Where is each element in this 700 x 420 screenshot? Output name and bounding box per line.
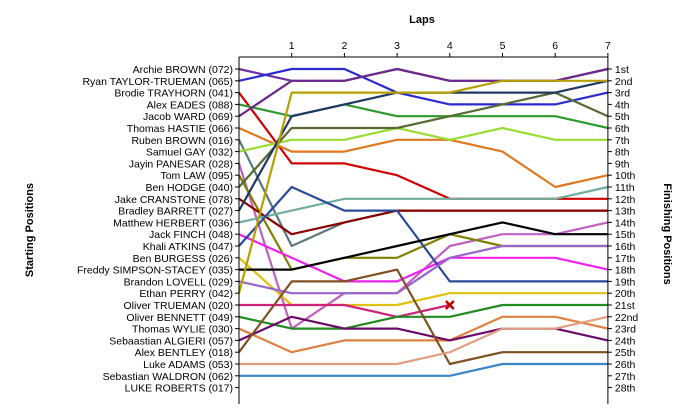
finishing-position-label: 13th [615, 206, 636, 218]
series-line [238, 185, 609, 224]
series-line [238, 91, 609, 188]
starting-position-label: LUKE ROBERTS (017) [125, 383, 233, 395]
finishing-position-label: 11th [615, 182, 635, 194]
finishing-position-label: 28th [615, 383, 636, 395]
finishing-position-label: 3rd [615, 88, 630, 100]
finishing-position-label: 19th [615, 276, 636, 288]
finishing-position-label: 24th [615, 335, 636, 347]
finishing-position-label: 16th [615, 241, 636, 253]
finishing-position-label: 8th [615, 147, 630, 159]
starting-position-label: Oliver TRUEMAN (020) [124, 300, 234, 312]
starting-position-label: Thomas HASTIE (066) [127, 123, 233, 135]
series-line [238, 67, 609, 106]
finishing-position-label: 20th [615, 288, 636, 300]
finishing-position-label: 26th [615, 359, 636, 371]
finishing-position-label: 5th [615, 111, 630, 123]
starting-position-label: Brodie TRAYHORN (041) [114, 88, 233, 100]
starting-position-label: Sebaastian ALGIERI (057) [109, 335, 233, 347]
finishing-position-label: 10th [615, 170, 636, 182]
starting-position-label: Archie BROWN (072) [133, 64, 233, 76]
starting-position-label: Sebastian WALDRON (062) [103, 371, 233, 383]
finishing-position-label: 25th [615, 347, 636, 359]
lap-tick-label: 4 [447, 40, 453, 52]
finishing-position-label: 15th [615, 229, 636, 241]
starting-position-label: Brandon LOVELL (029) [124, 276, 233, 288]
series-line [238, 233, 609, 283]
finishing-position-label: 2nd [615, 76, 633, 88]
starting-position-label: Ethan PERRY (042) [139, 288, 233, 300]
starting-position-label: Jake CRANSTONE (078) [115, 194, 233, 206]
starting-position-label: Freddy SIMPSON-STACEY (035) [77, 265, 233, 277]
finishing-position-label: 23rd [615, 324, 636, 336]
starting-position-label: Ruben BROWN (016) [131, 135, 233, 147]
starting-position-label: Luke ADAMS (053) [143, 359, 233, 371]
lap-tick-label: 2 [341, 40, 347, 52]
starting-position-label: Khali ATKINS (047) [143, 241, 233, 253]
series-line [238, 139, 608, 248]
series-line [237, 79, 608, 294]
finishing-position-label: 9th [615, 158, 630, 170]
finishing-position-label: 14th [615, 217, 636, 229]
starting-position-label: Alex BENTLEY (018) [135, 347, 233, 359]
lap-tick-label: 6 [552, 40, 558, 52]
series-line [238, 126, 608, 153]
finishing-position-label: 12th [615, 194, 636, 206]
starting-position-label: Ryan TAYLOR-TRUEMAN (065) [82, 76, 233, 88]
series-line [239, 315, 609, 366]
finishing-position-label: 27th [615, 371, 636, 383]
series-line [238, 126, 609, 189]
lap-tick-label: 1 [289, 40, 295, 52]
retirement-marker [444, 300, 455, 310]
finishing-position-label: 4th [615, 99, 630, 111]
starting-position-label: Jack FINCH (048) [149, 229, 233, 241]
top-axis-label: Laps [409, 14, 435, 26]
starting-position-label: Oliver BENNETT (049) [126, 312, 233, 324]
starting-position-label: Ben HODGE (040) [145, 182, 233, 194]
finishing-position-label: 7th [615, 135, 630, 147]
finishing-position-label: 22nd [615, 312, 639, 324]
starting-position-label: Jayin PANESAR (028) [129, 158, 233, 170]
lap-tick-label: 7 [605, 40, 611, 52]
series-line [238, 91, 608, 200]
starting-position-label: Bradley BARRETT (027) [118, 206, 233, 218]
series-line [239, 362, 608, 377]
starting-position-label: Ben BURGESS (026) [133, 253, 233, 265]
starting-position-label: Matthew HERBERT (036) [113, 217, 233, 229]
series-line [238, 197, 608, 236]
finishing-position-label: 17th [615, 253, 636, 265]
series-line [238, 79, 609, 212]
finishing-position-label: 18th [615, 265, 636, 277]
finishing-position-label: 6th [615, 123, 630, 135]
starting-position-label: Thomas WYLIE (030) [132, 324, 233, 336]
plot-frame [235, 53, 612, 404]
finishing-position-label: 1st [615, 64, 629, 76]
lap-tick-label: 3 [394, 40, 400, 52]
series-line [238, 244, 608, 295]
finishing-position-label: 21st [615, 300, 635, 312]
starting-position-label: Jacob WARD (069) [143, 111, 233, 123]
starting-position-label: Tom LAW (095) [160, 170, 233, 182]
starting-position-label: Samuel GAY (032) [146, 147, 233, 159]
series-line [238, 185, 608, 283]
lap-tick-label: 5 [500, 40, 506, 52]
series-line [238, 315, 609, 354]
labels: 1 2 3 4 5 6 7 Archie BROWN (072)Ryan TAYLOR-TRU… [77, 40, 638, 395]
starting-position-label: Alex EADES (088) [147, 99, 233, 111]
series-line [239, 221, 608, 271]
series-line [238, 268, 608, 366]
right-axis-label: Finishing Positions [661, 183, 673, 284]
series-lines [237, 67, 609, 377]
left-axis-label: Starting Positions [24, 183, 36, 277]
